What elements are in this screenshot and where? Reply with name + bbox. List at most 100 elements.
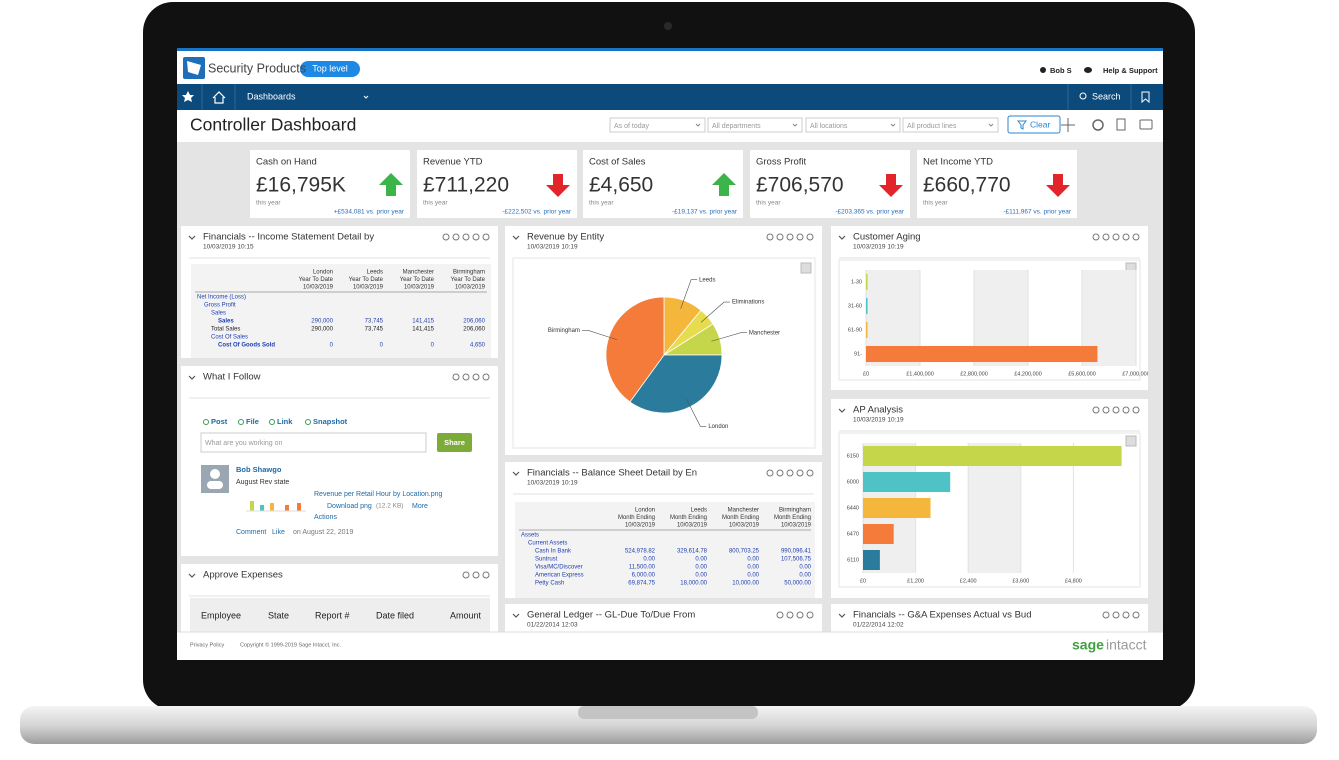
panel-action[interactable] (766, 469, 774, 477)
settings-icon[interactable] (1092, 119, 1104, 131)
panel-action[interactable] (452, 233, 460, 241)
clear-label[interactable]: Clear (1030, 119, 1050, 129)
collapse-chevron[interactable] (512, 613, 520, 618)
collapse-chevron[interactable] (188, 235, 196, 240)
panel-action[interactable] (766, 233, 774, 241)
panel-action[interactable] (1092, 233, 1100, 241)
panel-action[interactable] (1102, 233, 1110, 241)
panel-action[interactable] (462, 233, 470, 241)
panel-action[interactable] (786, 469, 794, 477)
user-icon[interactable] (1040, 67, 1046, 73)
panel-action[interactable] (786, 233, 794, 241)
nav-menu[interactable]: Dashboards (247, 91, 296, 101)
panel-action[interactable] (442, 233, 450, 241)
panel-action[interactable] (452, 373, 460, 381)
cell-value: 50,000.00 (784, 581, 811, 587)
collapse-chevron[interactable] (838, 613, 846, 618)
like-link[interactable]: Like (272, 529, 285, 536)
post-tab[interactable]: File (246, 417, 259, 426)
collapse-chevron[interactable] (188, 573, 196, 578)
level-label[interactable]: Top level (312, 63, 348, 73)
post-input[interactable] (200, 432, 427, 453)
share-button[interactable] (437, 433, 472, 452)
panel-action[interactable] (482, 571, 490, 579)
copy-icon[interactable] (1116, 118, 1126, 131)
y-tick-label: 6110 (847, 557, 859, 563)
panel-action[interactable] (462, 373, 470, 381)
panel-action[interactable] (806, 469, 814, 477)
nav-search[interactable]: Search (1092, 91, 1121, 101)
panel-action[interactable] (472, 233, 480, 241)
post-tab[interactable]: Link (277, 417, 293, 426)
actions-link[interactable]: Actions (314, 514, 337, 521)
bar (866, 345, 1098, 363)
clear-button[interactable] (1007, 115, 1061, 134)
post-author[interactable]: Bob Shawgo (236, 465, 282, 474)
kpi-card[interactable] (750, 150, 910, 218)
collapse-chevron[interactable] (512, 235, 520, 240)
panel-action[interactable] (796, 233, 804, 241)
level-pill[interactable] (300, 61, 360, 77)
search-icon[interactable] (1079, 92, 1087, 100)
download-icon[interactable] (800, 262, 812, 274)
panel-action[interactable] (1112, 233, 1120, 241)
filter-label[interactable]: All locations (810, 123, 848, 130)
filter-box[interactable] (902, 117, 999, 133)
panel-action[interactable] (796, 611, 804, 619)
panel-action[interactable] (776, 233, 784, 241)
privacy-link[interactable]: Privacy Policy (190, 642, 224, 648)
filter-box[interactable] (805, 117, 901, 133)
collapse-chevron[interactable] (838, 235, 846, 240)
panel-action[interactable] (462, 571, 470, 579)
home-icon[interactable] (212, 91, 226, 104)
filter-box[interactable] (609, 117, 706, 133)
panel-action[interactable] (472, 373, 480, 381)
panel-action[interactable] (1102, 611, 1110, 619)
panel-action[interactable] (806, 611, 814, 619)
share-label[interactable]: Share (444, 438, 465, 447)
panel-action[interactable] (1112, 406, 1120, 414)
download-link[interactable]: Download png (327, 503, 372, 510)
panel-action[interactable] (1092, 406, 1100, 414)
filter-label[interactable]: All product lines (907, 123, 957, 130)
user-name[interactable]: Bob S (1050, 66, 1072, 75)
collapse-chevron[interactable] (512, 471, 520, 476)
panel-action[interactable] (786, 611, 794, 619)
panel-action[interactable] (806, 233, 814, 241)
panel-action[interactable] (776, 611, 784, 619)
panel-action[interactable] (1112, 611, 1120, 619)
panel-action[interactable] (1132, 406, 1140, 414)
panel-action[interactable] (1132, 233, 1140, 241)
favorites-icon[interactable] (182, 91, 194, 102)
comment-link[interactable]: Comment (236, 529, 266, 536)
bookmark-icon[interactable] (1141, 91, 1150, 104)
chat-icon[interactable] (1084, 67, 1092, 73)
more-link[interactable]: More (412, 503, 428, 510)
panel-action[interactable] (776, 469, 784, 477)
panel-action[interactable] (482, 373, 490, 381)
filter-box[interactable] (707, 117, 803, 133)
attachment-name[interactable]: Revenue per Retail Hour by Location.png (314, 491, 443, 498)
panel-action[interactable] (796, 469, 804, 477)
collapse-chevron[interactable] (838, 408, 846, 413)
panel-action[interactable] (1122, 233, 1130, 241)
post-tab[interactable]: Post (211, 417, 228, 426)
filter-label[interactable]: As of today (614, 123, 650, 130)
panel-action[interactable] (472, 571, 480, 579)
panel-action[interactable] (1132, 611, 1140, 619)
panel-action[interactable] (1102, 406, 1110, 414)
print-icon[interactable] (1139, 119, 1153, 130)
panel-action[interactable] (1122, 611, 1130, 619)
panel-action[interactable] (482, 233, 490, 241)
help-link[interactable]: Help & Support (1103, 66, 1158, 75)
kpi-card[interactable] (917, 150, 1077, 218)
post-tab[interactable]: Snapshot (313, 417, 348, 426)
collapse-chevron[interactable] (188, 375, 196, 380)
download-icon[interactable] (1125, 435, 1137, 447)
panel-action[interactable] (1122, 406, 1130, 414)
kpi-card[interactable] (417, 150, 577, 218)
menu-caret[interactable] (363, 95, 369, 99)
filter-label[interactable]: All departments (712, 123, 761, 130)
